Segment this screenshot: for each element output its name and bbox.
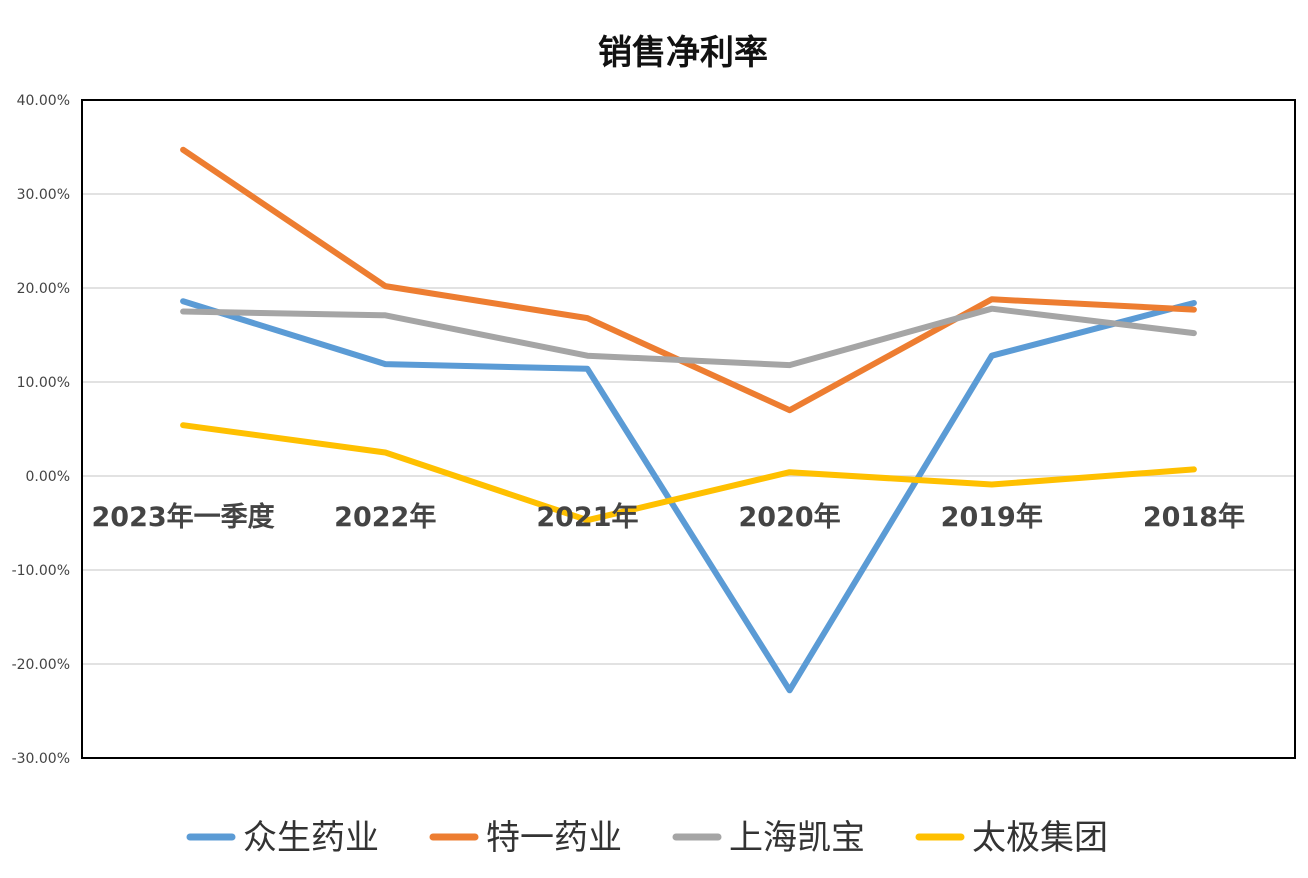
- y-tick-label: -10.00%: [12, 563, 70, 579]
- x-tick-label: 2019年: [941, 501, 1043, 533]
- series-line: [180, 298, 1197, 694]
- series-line: [180, 146, 1197, 414]
- chart-title: 销售净利率: [598, 33, 768, 73]
- y-tick-label: 20.00%: [17, 281, 70, 297]
- x-tick-label: 2018年: [1143, 501, 1245, 533]
- x-axis-category-labels: 2023年一季度 2022年 2021年 2020年 2019年 2018年: [92, 501, 1245, 533]
- series-line: [180, 305, 1197, 369]
- legend-label: 特一药业: [486, 818, 622, 858]
- y-tick-label: 30.00%: [17, 187, 70, 203]
- series-lines: [180, 146, 1197, 694]
- series-line: [180, 422, 1197, 524]
- plot-area-frame: [81, 99, 1296, 759]
- y-axis-ticks: 40.00% 30.00% 20.00% 10.00% 0.00% -10.00% -20.…: [12, 93, 70, 767]
- x-tick-label: 2020年: [739, 501, 841, 533]
- x-tick-label: 2021年: [536, 501, 638, 533]
- y-tick-label: 10.00%: [17, 375, 70, 391]
- y-tick-label: -20.00%: [12, 657, 70, 673]
- x-tick-label: 2023年一季度: [92, 501, 275, 533]
- legend-label: 太极集团: [972, 818, 1108, 858]
- gridlines: [82, 193, 1295, 665]
- y-tick-label: 0.00%: [26, 469, 70, 485]
- legend-label: 上海凯宝: [729, 818, 865, 858]
- y-tick-label: 40.00%: [17, 93, 70, 109]
- x-tick-label: 2022年: [334, 501, 436, 533]
- legend-label: 众生药业: [243, 818, 379, 858]
- legend: 众生药业 特一药业 上海凯宝 太极集团: [186, 818, 1108, 858]
- y-tick-label: -30.00%: [12, 751, 70, 767]
